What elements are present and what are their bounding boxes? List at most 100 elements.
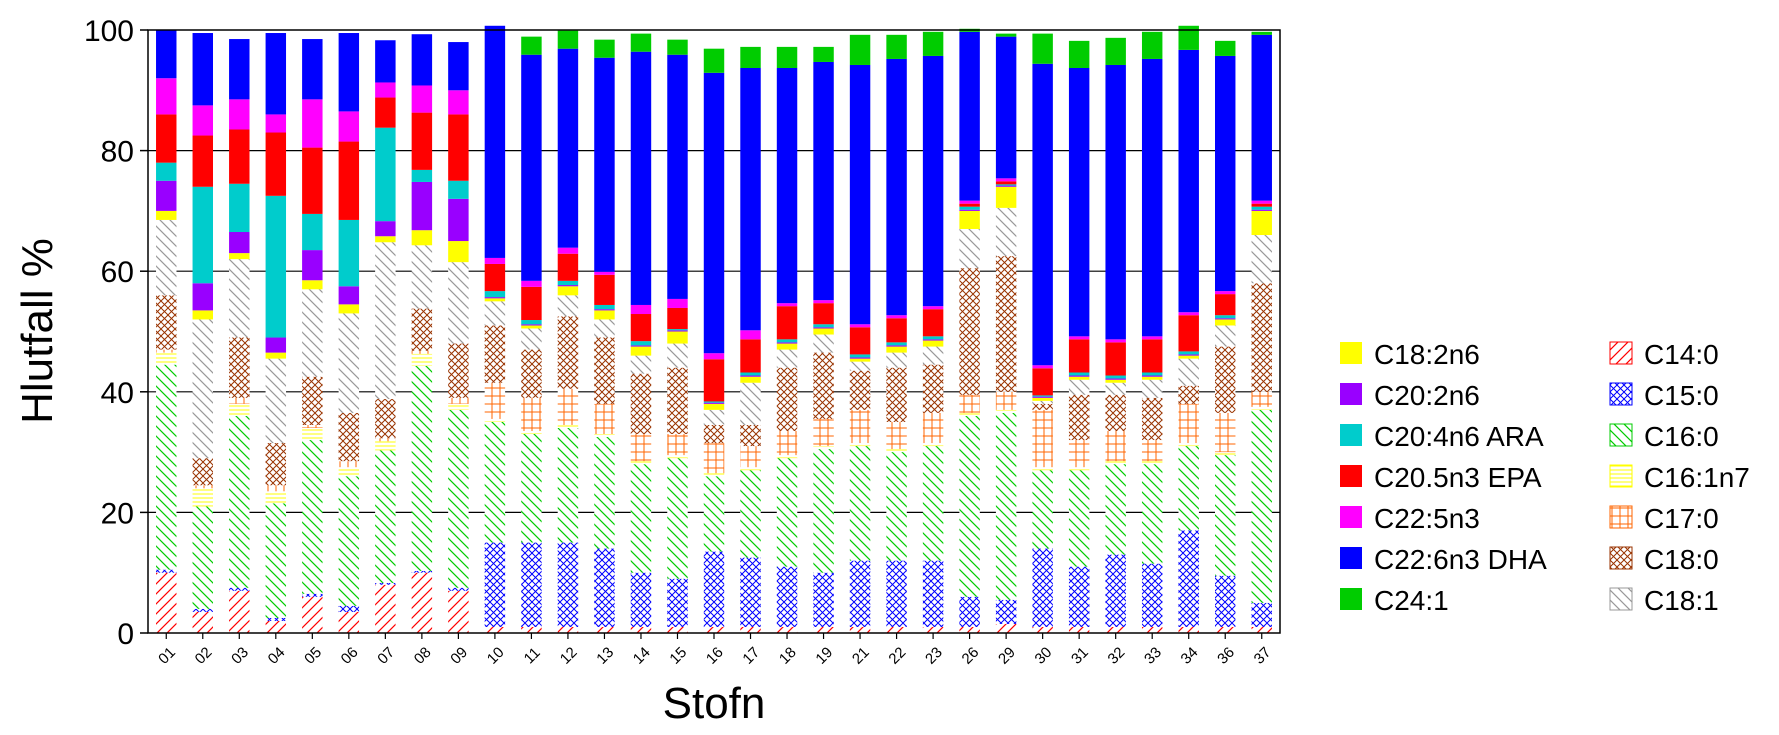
bar-segment <box>704 359 724 401</box>
bar-segment <box>704 49 724 73</box>
bar-segment <box>923 365 943 413</box>
bar-segment <box>412 573 432 633</box>
bar-segment <box>1032 470 1052 548</box>
legend-swatch <box>1340 588 1362 610</box>
bar-segment <box>412 113 432 170</box>
bar-segment <box>1252 201 1272 204</box>
bar-segment <box>302 425 322 428</box>
bar-segment <box>631 345 651 346</box>
bar-segment <box>156 220 176 295</box>
bar-segment <box>1105 379 1125 380</box>
bar-segment <box>667 455 687 458</box>
bar-segment <box>850 65 870 324</box>
bar-segment <box>1105 339 1125 342</box>
bar-segment <box>375 221 395 236</box>
bar-segment <box>558 295 578 316</box>
bar-segment <box>412 230 432 245</box>
bar-segment <box>375 242 395 399</box>
bar-segment <box>485 627 505 633</box>
bar-segment <box>850 561 870 627</box>
bar-segment <box>594 437 614 549</box>
x-tick-label: 31 <box>1068 644 1092 668</box>
bar-segment <box>1069 373 1089 376</box>
bar-segment <box>777 567 797 627</box>
bar-segment <box>813 62 833 300</box>
bar-segment <box>375 82 395 97</box>
bar-segment <box>594 434 614 437</box>
bar-segment <box>156 163 176 181</box>
bar-segment <box>996 186 1016 187</box>
bar-segment <box>667 308 687 329</box>
x-tick-label: 30 <box>1032 644 1056 668</box>
legend-label: C20:4n6 ARA <box>1374 421 1544 452</box>
bar-segment <box>193 488 213 506</box>
bar-segment <box>266 353 286 359</box>
bar-segment <box>667 368 687 434</box>
bar-segment <box>302 428 322 440</box>
bar-segment <box>594 275 614 305</box>
bar-segment <box>266 443 286 485</box>
bar-segment <box>777 627 797 633</box>
bar-segment <box>1178 356 1198 359</box>
bar-segment <box>850 324 870 327</box>
bar-segment <box>412 182 432 230</box>
legend-label: C18:1 <box>1644 585 1719 616</box>
bar-segment <box>1178 351 1198 354</box>
bar-segment <box>886 347 906 353</box>
bar-segment <box>302 594 322 597</box>
bar-segment <box>266 503 286 618</box>
bar-segment <box>1178 404 1198 443</box>
bar-segment <box>448 588 468 591</box>
bar-segment <box>740 383 760 425</box>
bar-segment <box>485 258 505 264</box>
bar-segment <box>594 58 614 272</box>
bar-segment <box>594 40 614 58</box>
bar-segment <box>850 359 870 362</box>
bar-segment <box>193 136 213 187</box>
legend-swatch <box>1610 588 1632 610</box>
bar-segment <box>558 316 578 388</box>
bar-segment <box>813 327 833 328</box>
bar-segment <box>959 413 979 416</box>
bar-segment <box>1105 464 1125 554</box>
bar-segment <box>777 306 797 339</box>
bar-segment <box>1142 376 1162 377</box>
bar-segment <box>777 47 797 68</box>
bar-segment <box>521 287 541 320</box>
bar-segment <box>375 236 395 242</box>
bar-segment <box>959 211 979 229</box>
bar-segment <box>740 376 760 377</box>
bar-segment <box>1105 383 1125 395</box>
bar-segment <box>923 309 943 336</box>
bar-segment <box>631 52 651 305</box>
bar-segment <box>594 627 614 633</box>
bar-segment <box>1069 41 1089 68</box>
bar-segment <box>996 392 1016 410</box>
bar-segment <box>923 306 943 309</box>
legend-swatch <box>1610 465 1632 487</box>
bar-segment <box>1105 65 1125 339</box>
bar-segment <box>339 413 359 461</box>
bar-segment <box>594 305 614 309</box>
bar-segment <box>375 441 395 450</box>
bar-segment <box>594 309 614 310</box>
bar-segment <box>485 543 505 627</box>
bar-segment <box>1252 627 1272 633</box>
bar-segment <box>521 281 541 287</box>
bar-segment <box>923 56 943 306</box>
bar-segment <box>229 184 249 232</box>
legend-label: C22:5n3 <box>1374 503 1480 534</box>
bar-segment <box>1069 376 1089 377</box>
bar-segment <box>667 579 687 627</box>
bar-segment <box>1252 32 1272 35</box>
bar-segment <box>1069 470 1089 566</box>
bar-segment <box>704 401 724 402</box>
bar-segment <box>667 299 687 308</box>
legend-swatch <box>1610 383 1632 405</box>
bar-segment <box>1032 64 1052 366</box>
bar-segment <box>1215 291 1235 294</box>
bar-segment <box>923 627 943 633</box>
bar-segment <box>302 289 322 376</box>
bar-segment <box>1032 34 1052 64</box>
bar-segment <box>1178 354 1198 355</box>
